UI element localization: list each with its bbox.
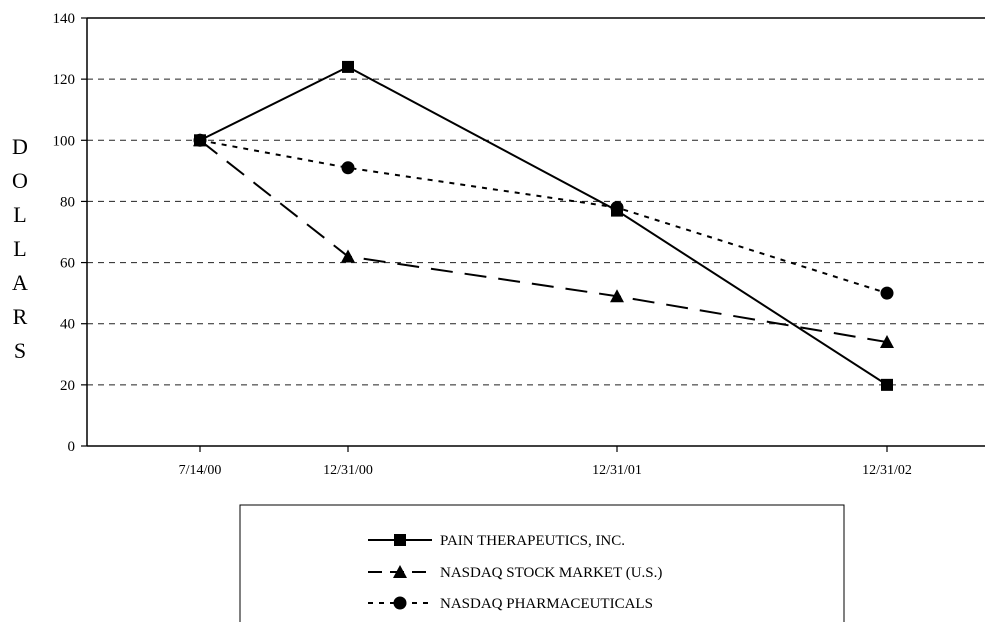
axes: 0 20 40 60 80 100 120 140 7/14/00 12/31/00 12/31/0…	[53, 11, 985, 478]
data-point-circle	[193, 133, 207, 147]
data-point-circle	[393, 596, 407, 610]
gridlines	[87, 78, 985, 386]
data-point-circle	[610, 201, 624, 215]
y-axis-title-letter: A	[12, 270, 28, 295]
data-point-square	[881, 378, 893, 391]
data-point-triangle	[393, 565, 407, 578]
series-3	[193, 133, 894, 300]
y-axis-title-letter: R	[13, 304, 28, 329]
data-point-triangle	[341, 249, 355, 263]
series-line	[199, 139, 888, 295]
y-axis-title-letter: L	[13, 202, 26, 227]
y-axis-title-letter: S	[14, 338, 26, 363]
legend-entry-label: NASDAQ STOCK MARKET (U.S.)	[440, 565, 662, 581]
data-point-triangle	[880, 335, 894, 349]
series-line	[199, 65, 888, 386]
data-point-square	[342, 60, 354, 73]
x-tick-label: 12/31/01	[592, 463, 642, 478]
x-tick-label: 12/31/00	[323, 463, 373, 478]
x-tick-label: 12/31/02	[862, 463, 912, 478]
y-tick-label: 60	[60, 256, 75, 272]
y-tick-label: 120	[53, 72, 76, 88]
y-axis-title-letter: O	[12, 168, 28, 193]
x-tick-label: 7/14/00	[179, 463, 222, 478]
data-point-triangle	[610, 289, 624, 303]
data-point-square	[394, 534, 406, 546]
y-tick-label: 100	[53, 133, 76, 149]
series-lines	[193, 60, 894, 391]
y-tick-label: 20	[60, 378, 75, 394]
data-point-circle	[880, 286, 894, 300]
y-tick-label: 80	[60, 194, 75, 210]
legend-entry-label: PAIN THERAPEUTICS, INC.	[440, 533, 625, 549]
y-axis-title-letter: D	[12, 134, 28, 159]
y-tick-label: 140	[53, 11, 76, 27]
y-tick-label: 0	[68, 439, 76, 455]
data-point-circle	[341, 161, 355, 175]
legend-box	[239, 504, 845, 627]
y-tick-label: 40	[60, 317, 75, 333]
legend: PAIN THERAPEUTICS, INC. NASDAQ STOCK MARK…	[239, 504, 845, 627]
series-2	[193, 133, 894, 349]
series-line	[199, 139, 888, 344]
series-1	[194, 60, 893, 391]
y-axis-title-letter: L	[13, 236, 26, 261]
legend-entry-label: NASDAQ PHARMACEUTICALS	[440, 596, 653, 612]
